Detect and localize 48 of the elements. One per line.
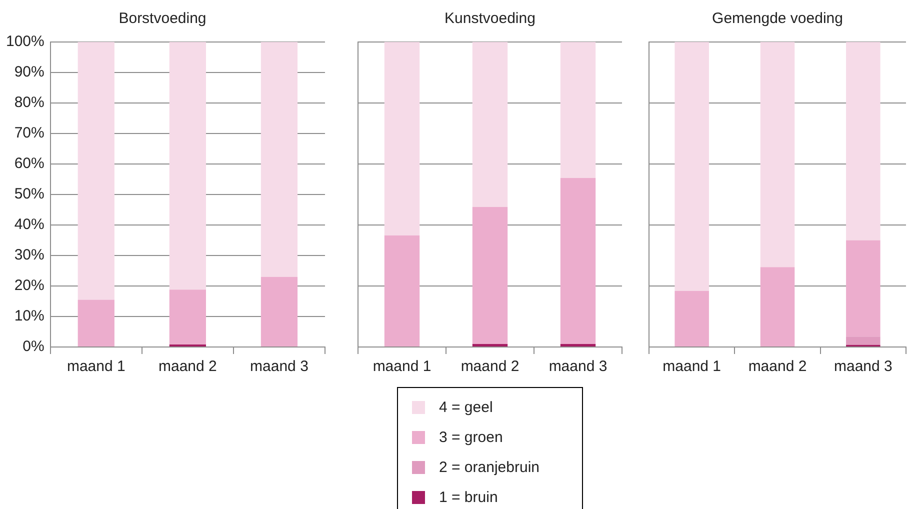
bar bbox=[846, 336, 880, 345]
bar bbox=[78, 300, 114, 346]
x-tick-label: maand 1 bbox=[372, 358, 432, 376]
y-tick-label: 20% bbox=[14, 277, 44, 294]
bar bbox=[472, 344, 508, 346]
x-tick-label: maand 3 bbox=[834, 358, 892, 376]
bar bbox=[384, 42, 420, 236]
y-tick-label: 90% bbox=[14, 64, 44, 81]
y-tick-label: 40% bbox=[14, 216, 44, 234]
y-tick-label: 60% bbox=[14, 155, 44, 172]
bar bbox=[384, 235, 420, 346]
bar bbox=[472, 42, 508, 208]
bar bbox=[260, 42, 298, 277]
y-tick-label: 0% bbox=[22, 338, 44, 356]
chart-title: Borstvoeding bbox=[118, 10, 206, 28]
legend-label: 1 = bruin bbox=[439, 488, 498, 506]
x-tick-label: maand 2 bbox=[748, 358, 807, 376]
y-tick-label: 30% bbox=[14, 246, 44, 264]
bar bbox=[169, 290, 206, 345]
y-tick-label: 100% bbox=[6, 33, 44, 50]
chart-title: Gemengde voeding bbox=[712, 10, 843, 28]
x-tick-label: maand 3 bbox=[548, 358, 608, 376]
legend-label: 2 = oranjebruin bbox=[439, 458, 540, 476]
x-tick-label: maand 1 bbox=[662, 358, 722, 376]
bar bbox=[260, 276, 298, 346]
x-tick-label: maand 2 bbox=[460, 358, 520, 376]
y-tick-label: 10% bbox=[14, 308, 44, 325]
x-tick-label: maand 3 bbox=[250, 358, 308, 376]
legend-label: 4 = geel bbox=[439, 398, 493, 416]
bar bbox=[472, 207, 508, 344]
bar bbox=[560, 42, 596, 178]
bar bbox=[674, 42, 709, 291]
bar bbox=[760, 267, 795, 346]
x-tick-label: maand 2 bbox=[158, 358, 217, 376]
bar bbox=[560, 344, 596, 346]
bar bbox=[846, 42, 880, 240]
legend-label: 3 = groen bbox=[439, 428, 503, 446]
bar bbox=[674, 290, 709, 346]
bar bbox=[169, 42, 206, 290]
y-tick-label: 70% bbox=[14, 124, 44, 142]
bar bbox=[560, 178, 596, 344]
y-tick-label: 80% bbox=[14, 94, 44, 112]
chart-title: Kunstvoeding bbox=[444, 10, 536, 28]
x-tick-label: maand 1 bbox=[66, 358, 126, 376]
bar bbox=[846, 240, 880, 337]
bar bbox=[78, 42, 114, 300]
bar bbox=[760, 42, 795, 268]
y-tick-label: 50% bbox=[14, 186, 44, 203]
